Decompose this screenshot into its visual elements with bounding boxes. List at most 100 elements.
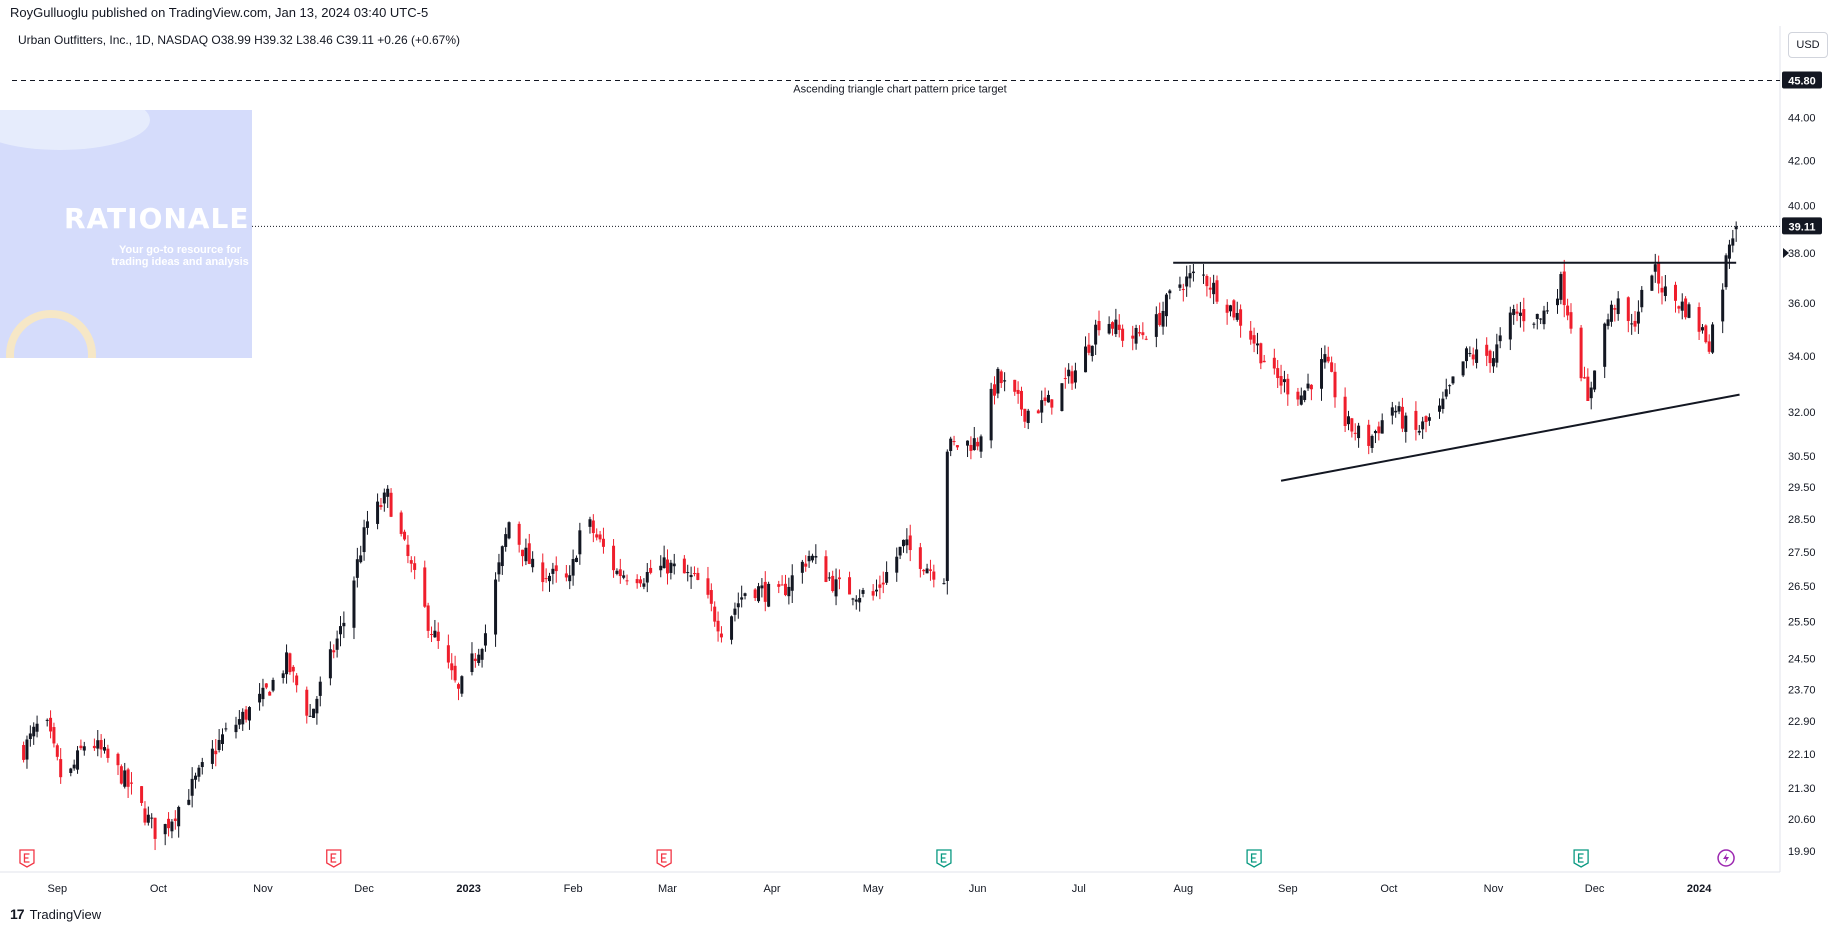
candle-body	[783, 583, 787, 596]
candle-body	[338, 626, 342, 635]
candle-body	[1164, 294, 1168, 317]
time-tick-label: Jul	[1072, 883, 1086, 895]
earnings-e-glyph	[23, 853, 30, 863]
candle-body	[1212, 282, 1216, 295]
candle-body	[757, 586, 761, 602]
earnings-e-glyph	[1250, 853, 1257, 863]
candle-body	[1512, 309, 1516, 316]
candle-body	[1373, 431, 1377, 434]
candle-body	[615, 570, 619, 574]
candle-body	[1367, 424, 1371, 446]
candle-body	[875, 589, 879, 592]
candle-body	[426, 605, 430, 631]
candle-body	[834, 579, 838, 597]
candle-body	[1215, 280, 1219, 302]
candle-body	[1660, 287, 1664, 293]
candle-body	[1559, 274, 1563, 300]
candle-body	[1630, 323, 1634, 325]
time-tick-label: 2024	[1687, 883, 1712, 895]
candle-body	[1279, 376, 1283, 386]
trendline-support	[1280, 393, 1740, 482]
candle-body	[945, 451, 949, 582]
candle-body	[1721, 289, 1725, 322]
candle-body	[1181, 288, 1185, 291]
candle-body	[1663, 286, 1667, 296]
candle-body	[244, 709, 248, 720]
candle-body	[1542, 310, 1546, 325]
candle-body	[1593, 370, 1597, 390]
candle-body	[146, 814, 150, 823]
candle-body	[1522, 309, 1526, 322]
candle-body	[1626, 297, 1630, 322]
candle-body	[25, 739, 29, 760]
candle-body	[922, 569, 926, 572]
candle-body	[1161, 310, 1165, 327]
candle-body	[1097, 320, 1101, 331]
candle-body	[1073, 370, 1077, 383]
candle-body	[1087, 344, 1091, 353]
time-tick-label: May	[863, 883, 884, 895]
candle-body	[649, 567, 653, 573]
candle-body	[1286, 378, 1290, 395]
candle-body	[517, 523, 521, 545]
candle-body	[1232, 300, 1236, 318]
price-tick-label: 40.00	[1788, 201, 1816, 213]
candle-body	[662, 557, 666, 569]
time-tick-label: Jun	[969, 883, 987, 895]
candle-body	[696, 572, 700, 580]
candle-body	[494, 579, 498, 635]
candle-body	[1657, 262, 1661, 284]
candle-body	[1346, 416, 1350, 425]
candle-body	[1394, 410, 1398, 413]
candle-body	[672, 563, 676, 567]
candle-body	[787, 586, 791, 597]
price-tick-label: 21.30	[1788, 783, 1816, 795]
candle-body	[221, 734, 224, 745]
candle-body	[1070, 371, 1074, 384]
candle-body	[355, 559, 359, 578]
candle-body	[1724, 255, 1728, 288]
candle-body	[271, 679, 275, 691]
candle-body	[72, 764, 76, 769]
earnings-e-glyph	[330, 853, 337, 863]
candle-body	[1326, 356, 1330, 362]
candle-body	[123, 770, 127, 787]
price-arrow-icon	[1783, 248, 1789, 258]
candle-body	[49, 717, 53, 732]
candle-body	[82, 746, 86, 751]
candle-body	[824, 556, 828, 582]
candle-body	[972, 438, 976, 451]
candle-body	[1084, 346, 1088, 373]
candle-body	[730, 616, 734, 640]
candle-body	[551, 568, 555, 574]
candle-body	[527, 543, 531, 564]
candle-body	[237, 719, 241, 725]
tradingview-footer[interactable]: 17 TradingView	[10, 906, 101, 922]
candle-body	[1613, 308, 1617, 310]
candle-body	[423, 567, 427, 607]
candle-body	[810, 555, 814, 561]
candle-body	[1464, 348, 1468, 362]
candle-body	[1653, 264, 1657, 272]
candle-body	[187, 799, 191, 805]
candle-body	[433, 630, 437, 638]
candle-body	[1303, 390, 1307, 400]
candle-body	[709, 590, 713, 604]
candle-body	[1390, 407, 1394, 416]
candle-body	[1586, 376, 1590, 401]
currency-selector[interactable]: USD	[1788, 32, 1828, 58]
candle-body	[1650, 275, 1654, 291]
candle-body	[406, 544, 410, 557]
candle-body	[32, 726, 36, 737]
candle-body	[740, 597, 744, 600]
candle-body	[1734, 226, 1738, 230]
candle-body	[686, 572, 690, 574]
price-tick-label: 28.50	[1788, 514, 1816, 526]
candle-body	[848, 577, 852, 595]
candle-body	[99, 740, 103, 750]
candle-body	[571, 558, 575, 576]
candle-body	[1202, 274, 1206, 276]
candle-body	[942, 583, 946, 585]
time-tick-label: Dec	[1585, 883, 1605, 895]
